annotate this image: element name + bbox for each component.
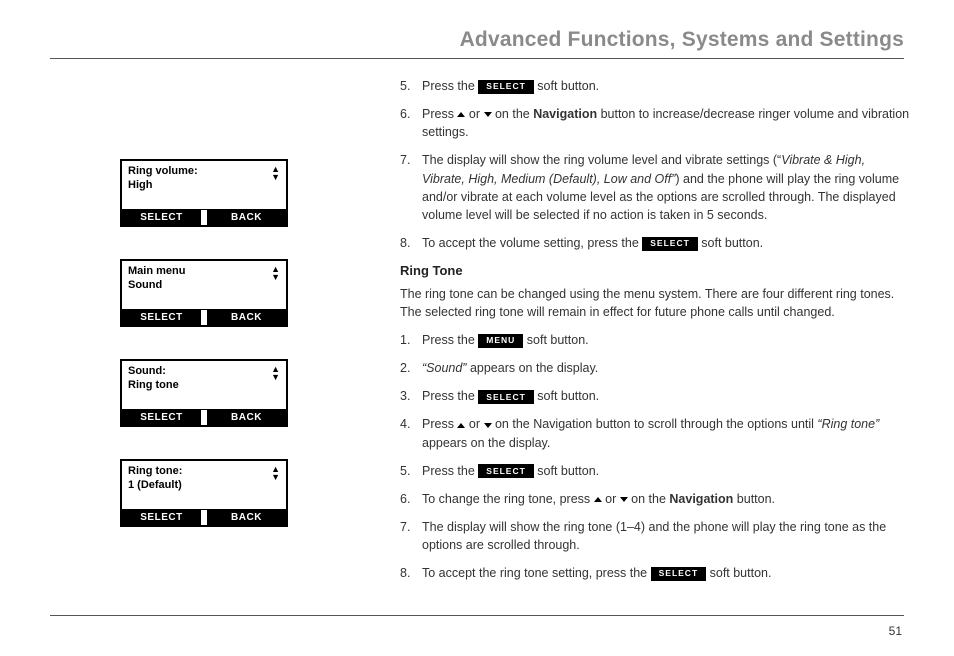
softkey-select: SELECT xyxy=(122,210,201,225)
phone-screen-ring-tone: ▲▼ Ring tone: 1 (Default) SELECT BACK xyxy=(120,459,288,527)
screen-line2: High xyxy=(128,179,280,191)
phone-screen-ring-volume: ▲▼ Ring volume: High SELECT BACK xyxy=(120,159,288,227)
softkey-select: SELECT xyxy=(122,410,201,425)
softkey-back: BACK xyxy=(207,410,286,425)
screen-line2: Sound xyxy=(128,279,280,291)
screen-line1: Main menu xyxy=(128,265,280,277)
down-arrow-icon xyxy=(484,112,492,117)
softkey-select: SELECT xyxy=(122,510,201,525)
select-button-icon: SELECT xyxy=(642,237,698,251)
down-arrow-icon xyxy=(484,423,492,428)
phone-screen-sound: ▲▼ Sound: Ring tone SELECT BACK xyxy=(120,359,288,427)
select-button-icon: SELECT xyxy=(478,464,534,478)
up-arrow-icon xyxy=(594,497,602,502)
content-area: ▲▼ Ring volume: High SELECT BACK ▲▼ Main… xyxy=(50,77,904,582)
updown-icon: ▲▼ xyxy=(271,265,280,281)
ring-step-7: 7. The display will show the ring tone (… xyxy=(400,518,910,554)
softkey-back: BACK xyxy=(207,510,286,525)
ring-step-2: 2. “Sound” appears on the display. xyxy=(400,359,910,377)
step-7: 7. The display will show the ring volume… xyxy=(400,151,910,224)
screen-line2: 1 (Default) xyxy=(128,479,280,491)
screen-line2: Ring tone xyxy=(128,379,280,391)
down-arrow-icon xyxy=(620,497,628,502)
updown-icon: ▲▼ xyxy=(271,465,280,481)
screen-line1: Sound: xyxy=(128,365,280,377)
ring-step-5: 5. Press the SELECT soft button. xyxy=(400,462,910,480)
page-title: Advanced Functions, Systems and Settings xyxy=(50,28,904,58)
ring-tone-heading: Ring Tone xyxy=(400,262,910,281)
softkey-back: BACK xyxy=(207,310,286,325)
ring-step-8: 8. To accept the ring tone setting, pres… xyxy=(400,564,910,582)
step-5: 5. Press the SELECT soft button. xyxy=(400,77,910,95)
screen-line1: Ring tone: xyxy=(128,465,280,477)
select-button-icon: SELECT xyxy=(478,80,534,94)
step-6: 6. Press or on the Navigation button to … xyxy=(400,105,910,141)
footer-rule xyxy=(50,615,904,616)
updown-icon: ▲▼ xyxy=(271,165,280,181)
updown-icon: ▲▼ xyxy=(271,365,280,381)
ring-step-4: 4. Press or on the Navigation button to … xyxy=(400,415,910,451)
select-button-icon: SELECT xyxy=(651,567,707,581)
phone-screens-column: ▲▼ Ring volume: High SELECT BACK ▲▼ Main… xyxy=(120,159,300,559)
step-8: 8. To accept the volume setting, press t… xyxy=(400,234,910,252)
ring-step-1: 1. Press the MENU soft button. xyxy=(400,331,910,349)
manual-page: Advanced Functions, Systems and Settings… xyxy=(0,0,954,656)
softkey-back: BACK xyxy=(207,210,286,225)
ring-tone-intro: The ring tone can be changed using the m… xyxy=(400,285,910,321)
ring-step-3: 3. Press the SELECT soft button. xyxy=(400,387,910,405)
screen-line1: Ring volume: xyxy=(128,165,280,177)
softkey-select: SELECT xyxy=(122,310,201,325)
page-number: 51 xyxy=(889,624,902,638)
menu-button-icon: MENU xyxy=(478,334,523,348)
select-button-icon: SELECT xyxy=(478,390,534,404)
instructions-column: 5. Press the SELECT soft button. 6. Pres… xyxy=(400,77,910,582)
header-rule xyxy=(50,58,904,59)
ring-step-6: 6. To change the ring tone, press or on … xyxy=(400,490,910,508)
phone-screen-main-menu: ▲▼ Main menu Sound SELECT BACK xyxy=(120,259,288,327)
